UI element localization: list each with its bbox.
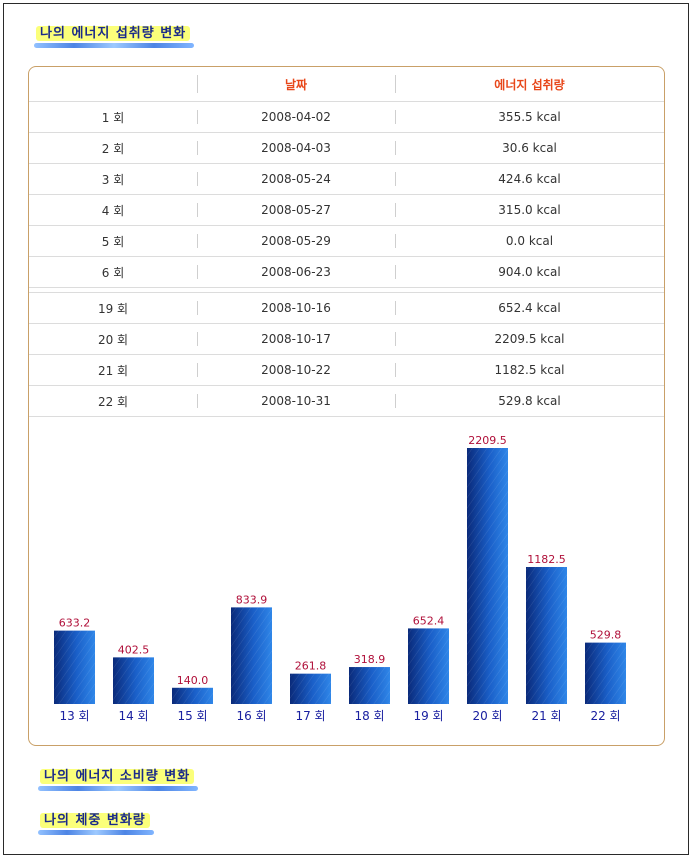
- cell-date: 2008-04-02: [197, 101, 395, 133]
- header-date: 날짜: [197, 67, 395, 102]
- heading-underline-decoration: [38, 786, 199, 791]
- bar-value-label: 2209.5: [468, 434, 507, 447]
- cell-session: 6 회: [29, 256, 197, 288]
- bar-value-label: 652.4: [413, 614, 445, 627]
- cell-date: 2008-04-03: [197, 132, 395, 164]
- cell-date: 2008-10-31: [197, 385, 395, 417]
- table-row: 1 회 2008-04-02 355.5 kcal: [29, 101, 664, 133]
- table-row: 19 회 2008-10-16 652.4 kcal: [29, 292, 664, 324]
- cell-date: 2008-05-27: [197, 194, 395, 226]
- bar-category-label: 19 회: [413, 709, 443, 723]
- bar-texture: [408, 628, 449, 704]
- bar-value-label: 833.9: [236, 593, 268, 606]
- table-gap-row: [29, 287, 664, 293]
- bar-texture: [172, 687, 213, 704]
- bar-value-label: 261.8: [295, 660, 327, 673]
- cell-energy: 1182.5 kcal: [395, 354, 664, 386]
- cell-session: 22 회: [29, 385, 197, 417]
- cell-session: 3 회: [29, 163, 197, 195]
- heading-underline-decoration: [34, 43, 195, 48]
- header-energy-intake: 에너지 섭취량: [395, 67, 664, 102]
- cell-energy: 904.0 kcal: [395, 256, 664, 288]
- cell-session: 1 회: [29, 101, 197, 133]
- bar-category-label: 20 회: [472, 709, 502, 723]
- bar-value-label: 140.0: [177, 674, 209, 687]
- bar-texture: [113, 657, 154, 704]
- energy-intake-table: 날짜 에너지 섭취량 1 회 2008-04-02 355.5 kcal 2 회…: [29, 67, 664, 417]
- cell-date: 2008-10-22: [197, 354, 395, 386]
- cell-date: 2008-10-16: [197, 292, 395, 324]
- cell-energy: 30.6 kcal: [395, 132, 664, 164]
- table-row: 22 회 2008-10-31 529.8 kcal: [29, 385, 664, 417]
- table-row: 5 회 2008-05-29 0.0 kcal: [29, 225, 664, 257]
- table-gap-cell: [29, 287, 664, 293]
- bar-value-label: 1182.5: [527, 553, 566, 566]
- chart-bars-group: 633.2 13 회 402.5 14 회 140.0 15 회 833.9 16 회 261.…: [54, 434, 626, 723]
- cell-energy: 355.5 kcal: [395, 101, 664, 133]
- bar-value-label: 633.2: [59, 617, 91, 630]
- bar-texture: [231, 607, 272, 704]
- bar-texture: [526, 566, 567, 704]
- cell-energy: 315.0 kcal: [395, 194, 664, 226]
- table-row: 6 회 2008-06-23 904.0 kcal: [29, 256, 664, 288]
- bar-texture: [349, 667, 390, 704]
- heading-underline-decoration: [38, 830, 154, 835]
- bar-texture: [585, 642, 626, 704]
- table-row: 2 회 2008-04-03 30.6 kcal: [29, 132, 664, 164]
- table-row: 4 회 2008-05-27 315.0 kcal: [29, 194, 664, 226]
- cell-date: 2008-05-24: [197, 163, 395, 195]
- cell-session: 21 회: [29, 354, 197, 386]
- cell-session: 4 회: [29, 194, 197, 226]
- bar-category-label: 14 회: [118, 709, 148, 723]
- energy-intake-bar-chart: 633.2 13 회 402.5 14 회 140.0 15 회 833.9 16 회 261.…: [54, 434, 626, 723]
- cell-energy: 2209.5 kcal: [395, 323, 664, 355]
- header-session: [29, 67, 197, 102]
- cell-session: 20 회: [29, 323, 197, 355]
- table-row: 20 회 2008-10-17 2209.5 kcal: [29, 323, 664, 355]
- cell-session: 2 회: [29, 132, 197, 164]
- heading-energy-intake: 나의 에너지 섭취량 변화: [34, 22, 195, 48]
- bar-category-label: 13 회: [59, 709, 89, 723]
- bar-category-label: 18 회: [354, 709, 384, 723]
- cell-date: 2008-06-23: [197, 256, 395, 288]
- energy-intake-panel: 날짜 에너지 섭취량 1 회 2008-04-02 355.5 kcal 2 회…: [28, 66, 665, 746]
- cell-energy: 652.4 kcal: [395, 292, 664, 324]
- cell-energy: 529.8 kcal: [395, 385, 664, 417]
- heading-energy-consumption-text: 나의 에너지 소비량 변화: [40, 769, 195, 784]
- cell-energy: 424.6 kcal: [395, 163, 664, 195]
- table-row: 3 회 2008-05-24 424.6 kcal: [29, 163, 664, 195]
- cell-date: 2008-10-17: [197, 323, 395, 355]
- bar-value-label: 318.9: [354, 653, 386, 666]
- bar-category-label: 17 회: [295, 709, 325, 723]
- bar-texture: [467, 448, 508, 704]
- bar-category-label: 21 회: [531, 709, 561, 723]
- bar-value-label: 529.8: [590, 629, 622, 642]
- cell-session: 19 회: [29, 292, 197, 324]
- cell-energy: 0.0 kcal: [395, 225, 664, 257]
- table-header-row: 날짜 에너지 섭취량: [29, 67, 664, 102]
- table-row: 21 회 2008-10-22 1182.5 kcal: [29, 354, 664, 386]
- bar-value-label: 402.5: [118, 643, 150, 656]
- cell-session: 5 회: [29, 225, 197, 257]
- bar-category-label: 22 회: [590, 709, 620, 723]
- page-frame: [3, 3, 689, 855]
- heading-energy-intake-text: 나의 에너지 섭취량 변화: [36, 26, 191, 41]
- heading-energy-consumption[interactable]: 나의 에너지 소비량 변화: [38, 765, 199, 791]
- cell-date: 2008-05-29: [197, 225, 395, 257]
- heading-weight-change-text: 나의 체중 변화량: [40, 813, 150, 828]
- bar-texture: [290, 673, 331, 704]
- bar-category-label: 15 회: [177, 709, 207, 723]
- heading-weight-change[interactable]: 나의 체중 변화량: [38, 809, 154, 835]
- bar-category-label: 16 회: [236, 709, 266, 723]
- bar-texture: [54, 630, 95, 704]
